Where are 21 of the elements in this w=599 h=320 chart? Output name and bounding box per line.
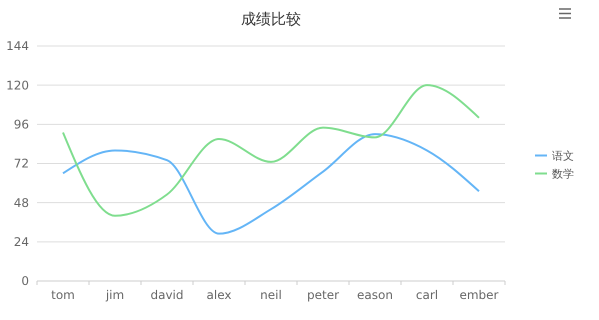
x-tick-label: tom: [51, 288, 75, 302]
chart-title: 成绩比较: [241, 10, 301, 28]
y-tick-label: 0: [21, 274, 29, 288]
y-tick-label: 24: [14, 235, 29, 250]
y-tick-label: 144: [6, 39, 29, 54]
x-tick-label: carl: [416, 288, 438, 302]
line-series: [62, 84, 480, 217]
x-tick-label: eason: [357, 288, 393, 302]
x-tick-label: alex: [206, 288, 232, 302]
line-series: [62, 133, 480, 235]
legend-label: 语文: [552, 149, 574, 162]
x-tick-label: peter: [306, 288, 340, 302]
legend-label: 数学: [552, 167, 574, 180]
y-tick-label: 96: [14, 118, 29, 132]
x-tick-label: ember: [459, 288, 499, 302]
x-tick-label: neil: [260, 288, 282, 302]
y-tick-label: 48: [14, 196, 29, 210]
x-tick-label: david: [150, 288, 184, 302]
x-tick-label: jim: [104, 288, 124, 302]
y-tick-label: 72: [14, 156, 29, 171]
y-tick-label: 120: [6, 78, 29, 92]
